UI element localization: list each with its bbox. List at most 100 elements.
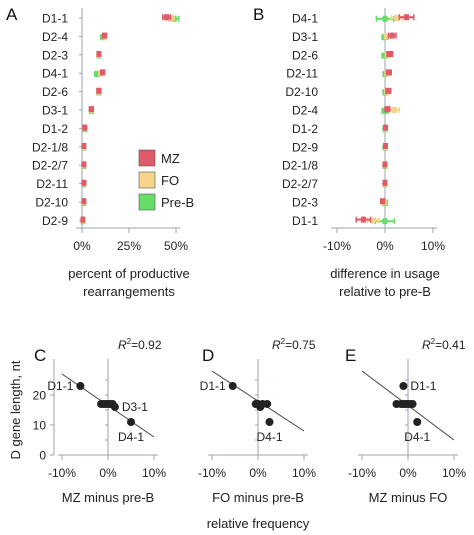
r2-label-C: R2=0.92: [118, 337, 162, 352]
panel-letter-E: E: [345, 346, 356, 365]
legend-label-0: MZ: [161, 151, 180, 166]
point-B-0-5: [384, 106, 390, 113]
point-B-1-11: [370, 217, 376, 224]
mark-B-MZ-0: [398, 14, 415, 21]
point-B-1-1: [384, 33, 390, 40]
point-A-0-6: [82, 124, 88, 131]
y-tick-label-C-1: 10: [33, 419, 47, 433]
point-label-D-0: D1-1: [200, 379, 226, 393]
mark-A-MZ-4: [96, 87, 102, 94]
point-label-C-1: D3-1: [122, 400, 148, 414]
r2-label-D: R2=0.75: [272, 337, 316, 352]
mark-A-MZ-5: [88, 106, 95, 113]
r2-value: =0.41: [435, 338, 466, 352]
point-B-0-9: [382, 179, 388, 186]
panel-letter-B: B: [253, 5, 264, 24]
x-tick-label-E-1: 0%: [399, 466, 417, 480]
x-tick-label-D-2: 10%: [292, 466, 316, 480]
point-A-0-10: [81, 198, 87, 205]
point-D-0: [228, 382, 237, 390]
category-label-B-1: D3-1: [292, 30, 318, 44]
category-label-A-11: D2-9: [42, 214, 68, 228]
point-A-0-9: [81, 179, 87, 186]
mark-A-MZ-6: [82, 124, 88, 131]
legend-label-2: Pre-B: [161, 195, 194, 210]
point-B-0-4: [385, 87, 391, 94]
point-A-0-4: [96, 87, 102, 94]
category-label-B-9: D2-2/7: [282, 177, 318, 191]
xlabel-E: MZ minus FO: [369, 490, 448, 505]
mark-B-MZ-2: [386, 51, 394, 57]
point-B-2-0: [382, 15, 388, 22]
y-tick-label-C-0: 0: [39, 449, 46, 463]
x-tick-label-E-0: -10%: [348, 466, 376, 480]
point-B-1-0: [394, 15, 400, 21]
category-label-A-1: D2-4: [42, 30, 68, 44]
category-label-A-2: D2-3: [42, 48, 68, 62]
x-tick-label-B-1: 0%: [376, 239, 394, 253]
mark-B-MZ-3: [385, 69, 392, 76]
point-B-0-7: [382, 143, 388, 149]
category-label-B-7: D2-9: [292, 140, 318, 154]
mark-A-MZ-0: [162, 14, 172, 21]
r2-prefix: R: [272, 338, 281, 352]
r2-prefix: R: [422, 338, 431, 352]
mark-B-MZ-4: [385, 87, 392, 94]
x-tick-label-A-1: 25%: [117, 239, 141, 253]
ylabel-C: D gene length, nt: [8, 360, 23, 459]
xlabel-A-1: percent of productive: [68, 266, 189, 281]
mark-B-MZ-1: [387, 32, 397, 39]
mark-A-MZ-8: [81, 161, 87, 168]
x-tick-label-B-2: 10%: [421, 239, 445, 253]
point-A-0-1: [102, 32, 108, 39]
point-label-C-0: D1-1: [47, 379, 73, 393]
legend-swatch-0: [138, 149, 156, 167]
r2-sup: 2: [281, 337, 286, 346]
xlabel-B-1: difference in usage: [330, 266, 440, 281]
point-B-0-6: [382, 124, 388, 131]
category-label-B-0: D4-1: [292, 12, 318, 26]
r2-label-E: R2=0.41: [422, 337, 466, 352]
xlabel-C: MZ minus pre-B: [62, 490, 154, 505]
mark-B-MZ-11: [355, 216, 372, 223]
mark-B-MZ-8: [382, 161, 388, 168]
xlabel-B-2: relative to pre-B: [339, 284, 431, 299]
point-B-0-1: [389, 32, 395, 39]
category-label-A-6: D1-2: [42, 122, 68, 136]
category-label-A-9: D2-11: [36, 177, 68, 191]
panel-letter-A: A: [6, 5, 18, 24]
legend-swatch-1: [138, 171, 156, 189]
category-label-B-4: D2-10: [285, 85, 318, 99]
category-label-A-5: D3-1: [42, 104, 68, 118]
legend-swatch-2: [138, 193, 156, 211]
category-label-B-3: D2-11: [286, 67, 318, 81]
point-E-6: [408, 400, 417, 408]
x-tick-label-B-0: -10%: [323, 239, 351, 253]
point-E-7: [399, 382, 408, 390]
x-tick-label-C-0: -10%: [48, 466, 76, 480]
mark-B-MZ-6: [382, 124, 388, 131]
x-tick-label-D-1: 0%: [249, 466, 267, 480]
x-tick-label-A-2: 50%: [164, 239, 188, 253]
point-A-0-8: [81, 161, 87, 168]
point-C-7: [110, 403, 119, 411]
point-A-0-3: [100, 69, 106, 76]
point-A-0-11: [80, 216, 86, 223]
point-B-2-11: [382, 218, 388, 225]
point-label-D-1: D4-1: [256, 430, 282, 444]
point-D-6: [265, 418, 274, 426]
category-label-A-7: D2-1/8: [32, 140, 68, 154]
panel-letter-D: D: [202, 346, 214, 365]
x-tick-label-C-1: 0%: [99, 466, 117, 480]
category-label-B-2: D2-6: [292, 48, 318, 62]
category-label-B-8: D2-1/8: [282, 159, 318, 173]
point-A-0-2: [96, 51, 102, 57]
panel-letter-C: C: [34, 346, 46, 365]
point-B-0-8: [382, 161, 388, 168]
point-A-2-3: [94, 71, 100, 77]
point-label-E-1: D4-1: [404, 430, 430, 444]
r2-sup: 2: [431, 337, 436, 346]
x-tick-label-C-2: 10%: [142, 466, 166, 480]
r2-prefix: R: [118, 338, 127, 352]
x-tick-label-A-0: 0%: [73, 239, 91, 253]
